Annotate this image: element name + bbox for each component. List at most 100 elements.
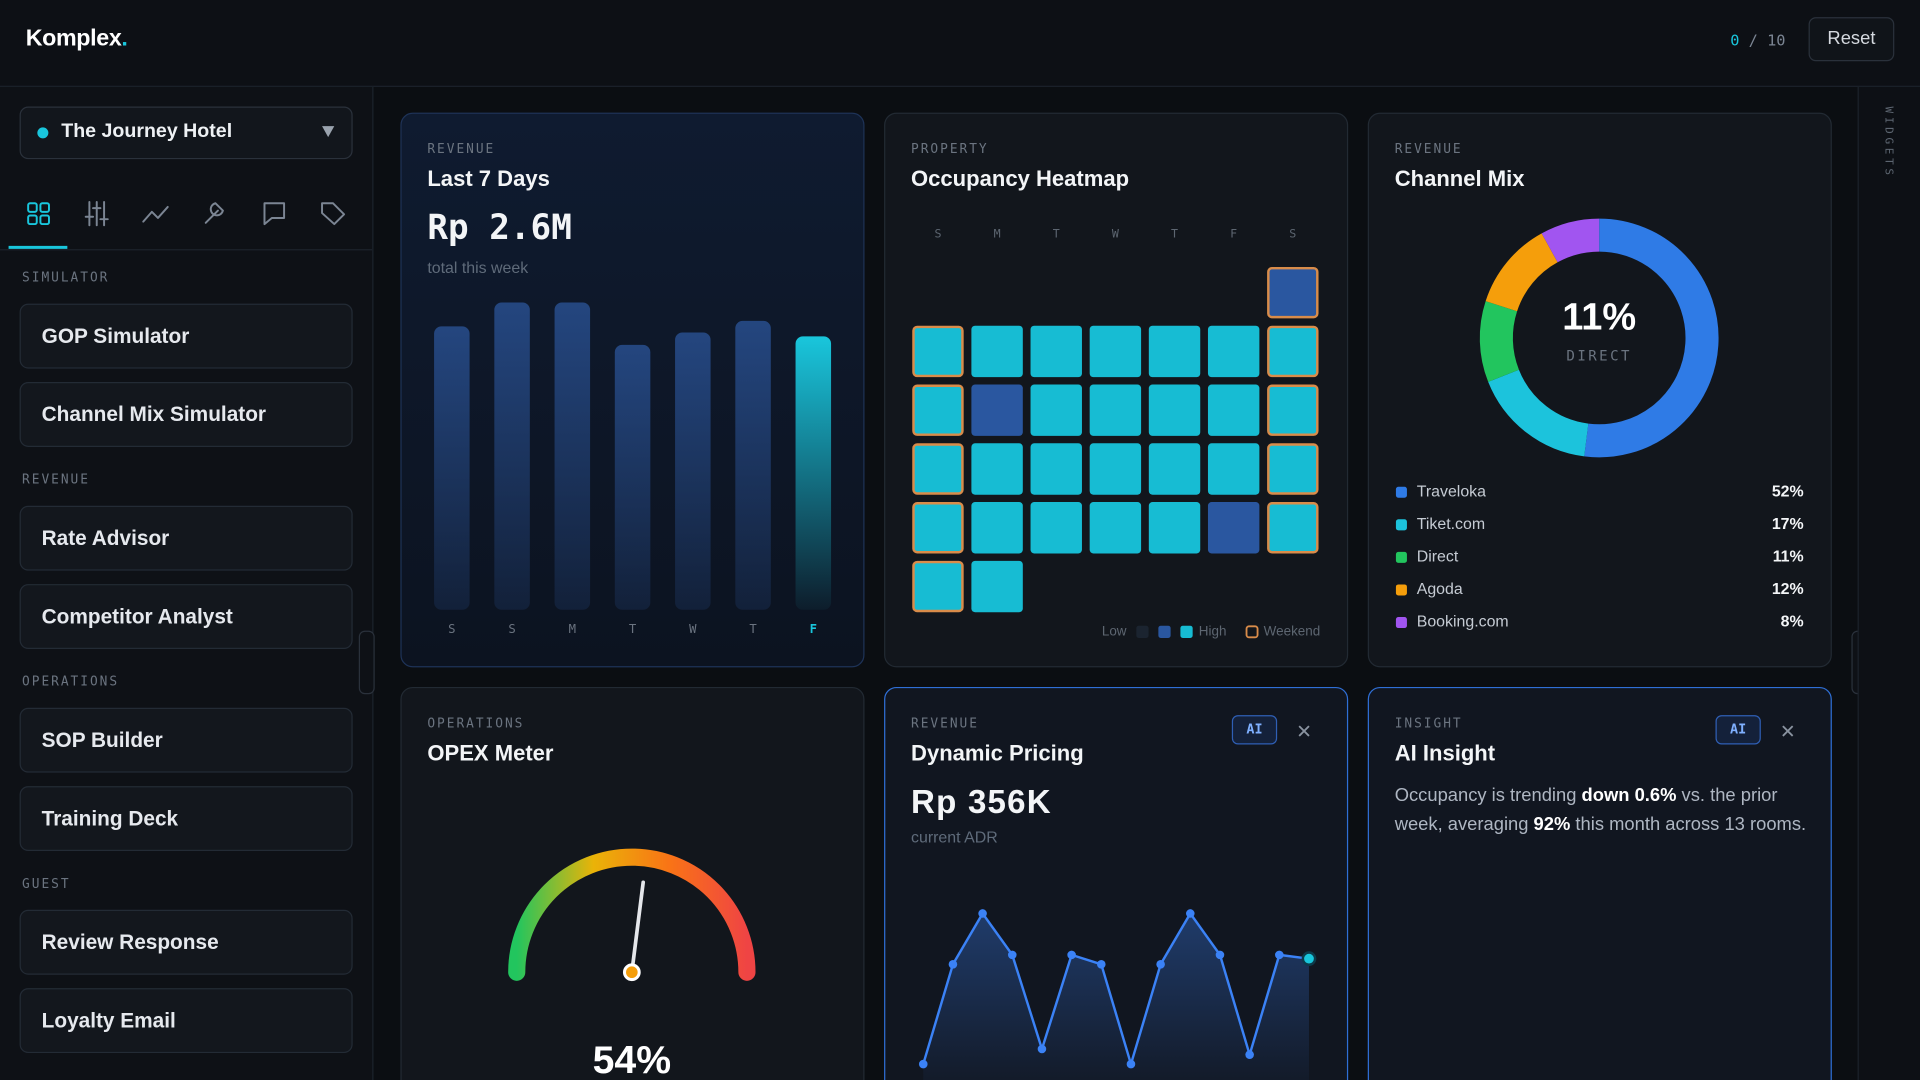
menu-item[interactable]: GOP Simulator [19, 303, 353, 369]
column-label: F [1230, 226, 1237, 240]
donut-segment [1488, 369, 1589, 457]
menu-item-label: Loyalty Email [41, 1008, 176, 1033]
menu-item-label: Competitor Analyst [41, 604, 233, 629]
heat-cell [1207, 384, 1260, 436]
legend-value: 52% [1772, 483, 1804, 500]
menu-item[interactable]: Loyalty Email [19, 988, 353, 1054]
revenue-card: REVENUE Last 7 Days Rp 2.6M total this w… [400, 112, 865, 668]
pricing-card: REVENUE Dynamic Pricing AI Rp 356K curre… [884, 686, 1349, 1080]
heatmap-chart: S M T W T F S Low High Weekend [912, 226, 1320, 638]
line-point [1067, 950, 1076, 960]
line-point [1097, 960, 1106, 969]
line-point [1215, 950, 1225, 960]
heat-cell [1267, 443, 1319, 495]
logo-dot: . [121, 25, 128, 52]
reset-button[interactable]: Reset [1808, 17, 1895, 62]
heat-cell [1148, 443, 1201, 495]
x-tick-label: M [569, 622, 576, 636]
legend-swatch [1395, 519, 1407, 531]
heat-cell [1089, 384, 1142, 436]
heat-cell [1207, 443, 1260, 495]
menu-item[interactable]: Channel Mix Simulator [19, 382, 353, 447]
insight-segment: vs. the prior week, averaging [1394, 784, 1778, 836]
tab-tag[interactable] [321, 202, 346, 226]
heat-cell [912, 502, 964, 554]
close-button[interactable] [1294, 721, 1314, 741]
menu-item-label: Training Deck [41, 806, 179, 831]
x-tick-label: T [629, 622, 637, 636]
header: Komplex. 0 / 10 Reset [0, 0, 1920, 87]
menu-item-label: Channel Mix Simulator [41, 402, 267, 427]
insight-text: Occupancy is trending down 0.6% vs. the … [1395, 781, 1811, 840]
heat-cell [1030, 443, 1082, 495]
heat-cell [1148, 384, 1201, 436]
heat-cell [1030, 502, 1082, 554]
legend-swatch [1136, 625, 1149, 638]
pricing-value: Rp 356K [911, 783, 1052, 821]
tab-trend[interactable] [142, 205, 169, 223]
heat-cell [971, 502, 1023, 554]
close-button[interactable] [1778, 721, 1798, 741]
x-tick-label: S [508, 622, 515, 636]
hotel-select[interactable]: The Journey Hotel [19, 106, 353, 160]
menu-item[interactable]: Rate Advisor [19, 505, 353, 571]
gauge-arc [508, 848, 756, 981]
heat-cell [1267, 325, 1319, 378]
section-title: SIMULATOR [22, 270, 110, 286]
legend-high: High [1199, 623, 1227, 638]
rail-label: WIDGETS [1882, 106, 1895, 179]
bar [494, 302, 530, 610]
line-chart [918, 909, 1317, 1080]
revenue-total: Rp 2.6M [427, 206, 572, 248]
card-title: Dynamic Pricing [911, 740, 1084, 766]
widgets-rail: WIDGETS [1857, 86, 1920, 1080]
x-tick-label: S [448, 622, 455, 636]
menu-item[interactable]: Competitor Analyst [19, 584, 353, 649]
menu-item-label: GOP Simulator [41, 324, 190, 348]
hotel-select-icons [37, 126, 335, 139]
menu-item[interactable]: Training Deck [19, 786, 353, 852]
menu-item[interactable]: SOP Builder [19, 707, 353, 773]
legend-swatch [1395, 486, 1407, 498]
legend-swatch [1180, 625, 1193, 638]
menu-item-label: Review Response [41, 930, 219, 954]
card-eyebrow: REVENUE [1394, 142, 1463, 157]
tab-chat[interactable] [263, 202, 286, 226]
bar [735, 320, 771, 610]
progress: 0 / 10 [1730, 31, 1785, 49]
legend-swatch [1395, 551, 1407, 563]
close-icon [1782, 725, 1794, 737]
legend-value: 17% [1772, 516, 1804, 533]
line-point [1186, 909, 1195, 918]
heat-cell [971, 560, 1023, 613]
legend-swatch [1395, 617, 1407, 629]
insight-highlight: 92% [1533, 814, 1571, 836]
heat-cell [912, 443, 964, 495]
tab-tools[interactable] [204, 202, 224, 224]
heat-cell [1207, 502, 1260, 554]
line-area [923, 913, 1309, 1080]
column-label: S [1289, 226, 1296, 240]
tab-sliders[interactable] [84, 201, 109, 227]
gauge-chart: 54% [508, 848, 756, 1080]
channel-mix-card: REVENUE Channel Mix Traveloka 52% Tiket.co… [1367, 112, 1832, 668]
line-point [1245, 1050, 1254, 1059]
column-label: S [934, 226, 941, 240]
tab-bar [0, 201, 373, 251]
progress-done: 0 [1730, 30, 1740, 49]
menu-item[interactable]: Review Response [19, 909, 353, 975]
logo[interactable]: Komplex. [26, 26, 128, 53]
sidebar-collapse-handle[interactable] [358, 630, 375, 695]
heat-cell [971, 443, 1023, 495]
tab-grid[interactable] [27, 202, 50, 226]
insight-segment: this month across 13 rooms. [1570, 814, 1807, 836]
revenue-caption: total this week [427, 258, 529, 277]
line-point [918, 1059, 928, 1069]
card-title: OPEX Meter [427, 740, 554, 766]
gauge-hub [622, 963, 641, 982]
section-title: OPERATIONS [22, 674, 120, 690]
legend-label: Booking.com [1417, 614, 1509, 631]
bar [675, 332, 711, 610]
line-point [1126, 1059, 1136, 1069]
bar [614, 344, 651, 610]
